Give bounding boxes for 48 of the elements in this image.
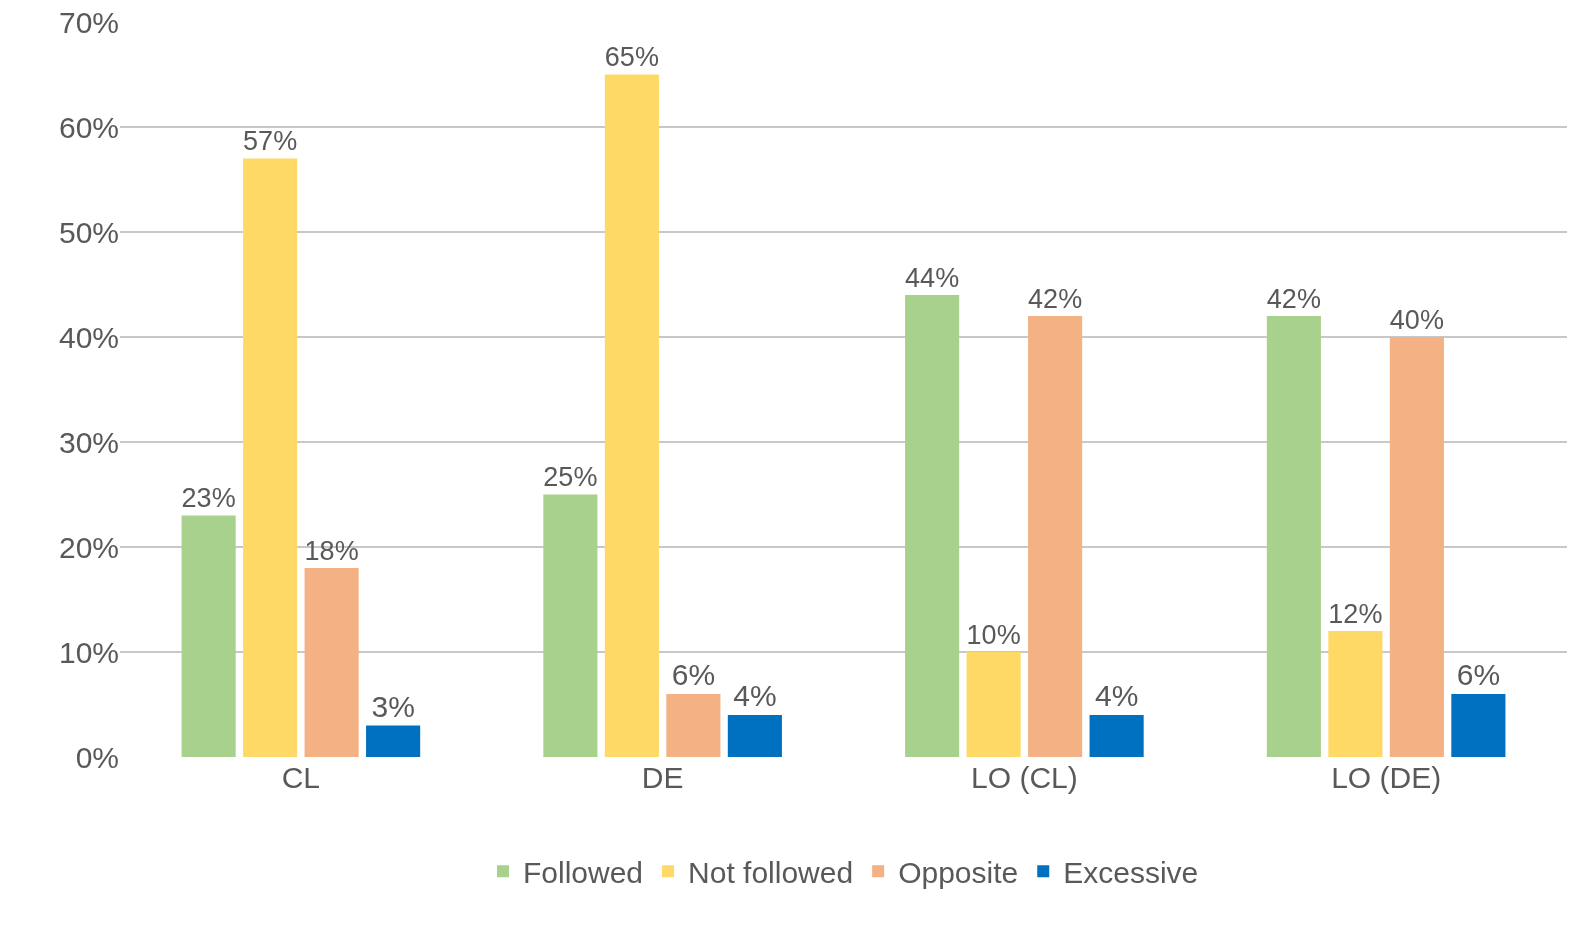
legend-label: Followed (523, 855, 644, 889)
legend-label: Excessive (1063, 855, 1199, 889)
data-label: 12% (1328, 598, 1383, 629)
data-label: 25% (543, 462, 598, 493)
legend-label: Opposite (898, 855, 1019, 889)
data-label: 18% (304, 535, 359, 566)
data-label: 10% (966, 619, 1021, 650)
y-tick-label: 0% (75, 740, 119, 774)
bar (304, 568, 359, 757)
y-tick-label: 10% (58, 635, 119, 669)
bar (905, 295, 960, 757)
bar (1089, 715, 1144, 757)
x-tick-label: CL (281, 761, 321, 794)
bar (181, 515, 236, 757)
y-tick-label: 30% (58, 425, 119, 459)
bar (604, 74, 659, 757)
bar (1451, 694, 1506, 757)
bar (243, 158, 298, 757)
bar (966, 652, 1021, 757)
y-tick-label: 70% (58, 5, 119, 39)
data-label: 42% (1266, 283, 1321, 314)
y-tick-label: 20% (58, 530, 119, 564)
x-tick-label: LO (DE) (1331, 761, 1442, 794)
bar (543, 494, 598, 757)
data-label: 57% (243, 126, 298, 157)
bar (1328, 631, 1383, 757)
data-label: 3% (371, 689, 415, 723)
bar (1389, 337, 1444, 757)
x-tick-label: LO (CL) (971, 761, 1078, 794)
bar (1266, 316, 1321, 757)
bar (727, 715, 782, 757)
data-label: 42% (1028, 283, 1083, 314)
x-tick-label: DE (641, 761, 684, 794)
bar (1028, 316, 1083, 757)
data-label: 6% (671, 658, 716, 691)
data-label: 4% (1094, 679, 1139, 712)
data-label: 6% (1456, 658, 1501, 691)
data-label: 40% (1389, 304, 1444, 335)
y-tick-label: 40% (58, 320, 119, 354)
bar (366, 725, 421, 757)
data-label: 4% (733, 679, 777, 712)
y-tick-label: 60% (58, 110, 119, 144)
bar (666, 694, 721, 757)
data-label: 65% (604, 42, 659, 73)
data-label: 23% (181, 483, 236, 514)
y-tick-label: 50% (58, 215, 119, 249)
legend-label: Not followed (688, 855, 854, 889)
data-label: 44% (905, 262, 960, 293)
